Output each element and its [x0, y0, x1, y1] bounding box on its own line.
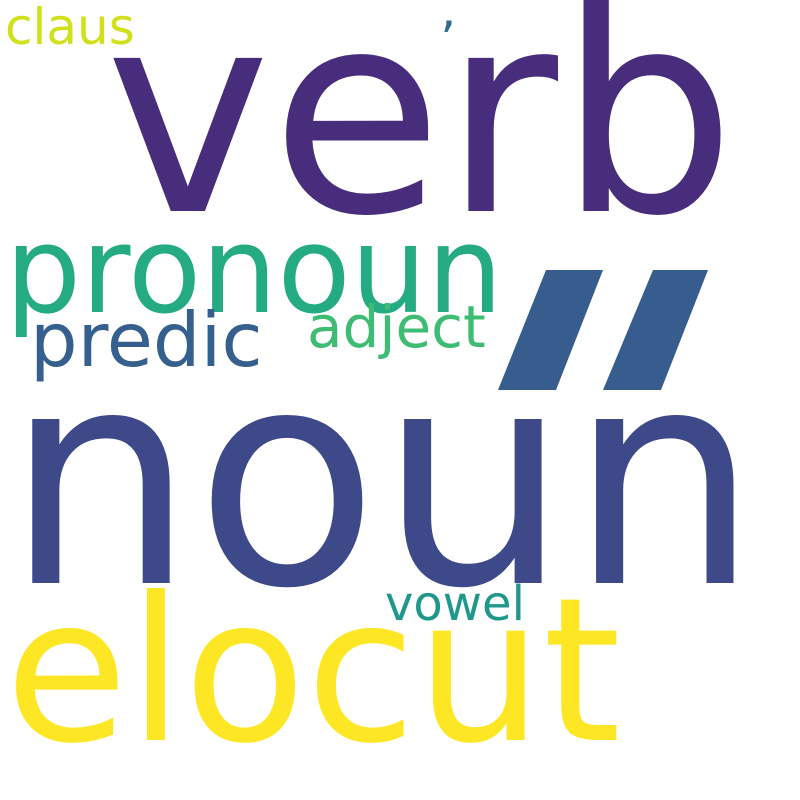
word-claus: claus	[5, 0, 135, 56]
word-double-quote	[498, 270, 708, 390]
word-vowel: vowel	[385, 576, 525, 632]
word-elocut: elocut	[5, 555, 622, 788]
word-predic: predic	[30, 296, 263, 384]
word-adject: adject	[307, 293, 486, 361]
word-pronoun: pronoun	[5, 202, 503, 341]
quote-mark-left	[498, 270, 603, 390]
quote-mark-right	[603, 270, 708, 390]
word-verb: verb	[105, 0, 736, 278]
word-apostrophe: ’	[440, 11, 456, 69]
